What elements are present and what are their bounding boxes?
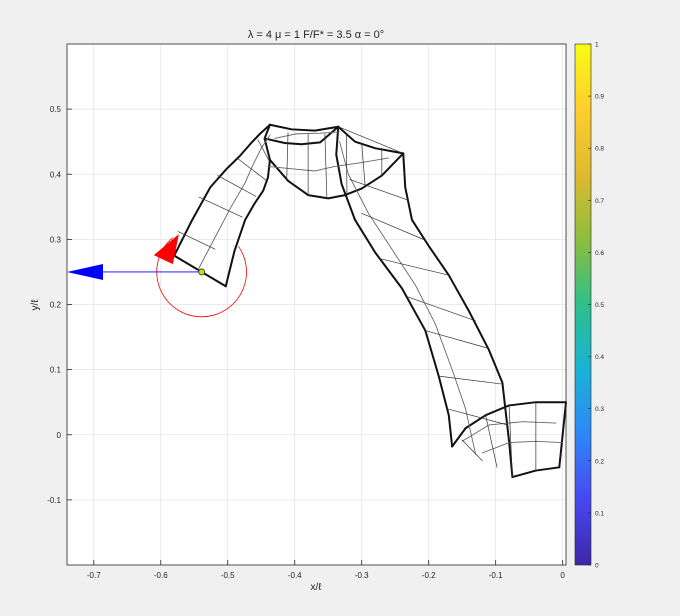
colorbar-tick-label: 0.5 — [595, 302, 604, 309]
colorbar-tick-label: 0.7 — [595, 198, 604, 205]
x-axis-label: x/ℓ — [310, 582, 322, 593]
rod-outline-segment — [173, 123, 271, 257]
x-tick-label: -0.1 — [489, 571, 503, 580]
colorbar-tick-label: 0.9 — [595, 94, 604, 101]
y-tick-label: 0.3 — [50, 235, 62, 244]
grid — [67, 44, 566, 565]
x-tick-label: -0.4 — [288, 571, 302, 580]
rod-outline-segment — [224, 123, 271, 288]
load-point-marker — [198, 268, 206, 276]
colorbar-tick-label: 0.3 — [595, 406, 604, 413]
colorbar-tick-label: 0.2 — [595, 458, 604, 465]
fiber-lines-segment — [339, 141, 477, 455]
colorbar-tick-label: 0 — [595, 563, 599, 570]
cross-sections-segment — [337, 126, 404, 154]
rod-outline-segment — [268, 123, 340, 132]
cross-sections-segment — [257, 139, 270, 162]
cross-sections-segment — [380, 258, 450, 276]
cross-sections-segment — [286, 132, 289, 182]
y-tick-label: -0.1 — [47, 496, 61, 505]
y-tick-label: 0.2 — [50, 301, 62, 310]
colorbar-tick-label: 0.6 — [595, 250, 604, 257]
y-tick-label: 0 — [57, 431, 62, 440]
fiber-lines-segment — [267, 157, 389, 172]
y-ticks: -0.1 0 0.1 0.2 0.3 0.4 0.5 — [47, 105, 72, 505]
fiber-lines-segment — [481, 440, 564, 454]
cross-sections-segment — [485, 414, 498, 468]
chart-title: λ = 4 μ = 1 F/F* = 3.5 α = 0° — [248, 29, 384, 41]
rod-outline-segment — [558, 401, 567, 469]
cross-sections-segment — [237, 158, 267, 181]
cross-sections-segment — [324, 133, 328, 199]
cross-sections-segment — [508, 405, 513, 478]
rod-outline-segment — [451, 401, 567, 448]
moment-arrowhead — [153, 234, 179, 265]
cross-sections-segment — [198, 196, 243, 218]
cross-sections-segment — [349, 179, 409, 201]
x-tick-label: -0.6 — [154, 571, 168, 580]
rod-outline-segment — [263, 125, 340, 146]
colorbar-tick-label: 0.4 — [595, 354, 604, 361]
x-ticks: -0.7 -0.6 -0.5 -0.4 -0.3 -0.2 -0.1 0 — [87, 560, 565, 580]
cross-sections-segment — [406, 296, 476, 322]
cross-sections-segment — [361, 212, 424, 240]
rod-outline-segment — [268, 152, 405, 200]
moment-circle — [156, 237, 247, 318]
cross-sections-segment — [177, 231, 216, 250]
y-axis-label: y/ℓ — [30, 299, 41, 311]
cross-sections-segment — [438, 375, 502, 385]
plot-area — [67, 123, 567, 479]
x-tick-label: 0 — [560, 571, 565, 580]
cross-sections-segment — [345, 133, 348, 196]
x-tick-label: -0.5 — [221, 571, 235, 580]
colorbar-tick-label: 0.8 — [595, 146, 604, 153]
cross-sections-segment — [461, 439, 483, 462]
y-tick-label: 0.5 — [50, 105, 62, 114]
y-tick-label: 0.4 — [50, 170, 62, 179]
fiber-lines-segment — [197, 134, 271, 272]
fiber-lines-segment — [461, 421, 557, 442]
colorbar-tick-label: 0.1 — [595, 510, 604, 517]
force-arrowhead — [67, 263, 103, 280]
cross-sections-segment — [446, 408, 509, 426]
cross-sections-segment — [424, 330, 488, 349]
cross-sections-segment — [361, 142, 366, 186]
y-tick-label: 0.1 — [50, 366, 62, 375]
cross-sections-segment — [217, 175, 257, 197]
x-tick-label: -0.3 — [355, 571, 369, 580]
x-tick-label: -0.7 — [87, 571, 101, 580]
colorbar-tick-label: 1 — [595, 42, 599, 49]
rod-outline-segment — [335, 125, 454, 448]
x-tick-label: -0.2 — [422, 571, 436, 580]
colorbar-ticks: 0 0.1 0.2 0.3 0.4 0.5 0.6 0.7 0.8 0.9 1 — [588, 42, 604, 570]
rod-outline-segment — [402, 152, 514, 479]
